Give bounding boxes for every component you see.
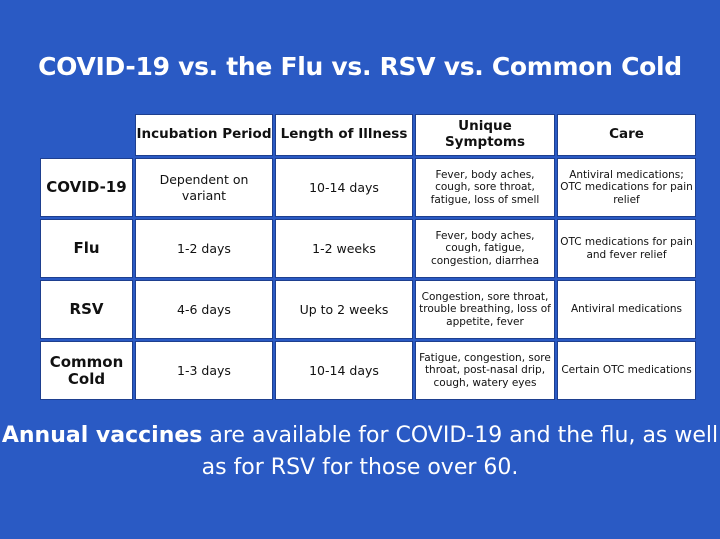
row-label-flu: Flu [40,219,133,278]
comparison-table: Incubation Period Length of Illness Uniq… [40,114,696,400]
cell-length: 10-14 days [275,341,413,400]
cell-incubation: 1-2 days [135,219,273,278]
cell-length: Up to 2 weeks [275,280,413,339]
row-label-common-cold: Common Cold [40,341,133,400]
header-care: Care [557,114,696,156]
cell-care: OTC medications for pain and fever relie… [557,219,696,278]
cell-symptoms: Fever, body aches, cough, fatigue, conge… [415,219,555,278]
cell-symptoms: Fatigue, congestion, sore throat, post-n… [415,341,555,400]
page-title: COVID-19 vs. the Flu vs. RSV vs. Common … [38,52,682,81]
cell-symptoms: Congestion, sore throat, trouble breathi… [415,280,555,339]
cell-care: Antiviral medications; OTC medications f… [557,158,696,217]
cell-incubation: Dependent on variant [135,158,273,217]
header-symptoms: Unique Symptoms [415,114,555,156]
cell-incubation: 4-6 days [135,280,273,339]
vaccine-note-text: are available for COVID-19 and the flu, … [201,423,719,480]
cell-length: 10-14 days [275,158,413,217]
row-label-covid: COVID-19 [40,158,133,217]
header-incubation: Incubation Period [135,114,273,156]
vaccine-note-bold: Annual vaccines [1,423,203,448]
cell-care: Certain OTC medications [557,341,696,400]
cell-incubation: 1-3 days [135,341,273,400]
cell-length: 1-2 weeks [275,219,413,278]
cell-symptoms: Fever, body aches, cough, sore throat, f… [415,158,555,217]
row-label-rsv: RSV [40,280,133,339]
cell-care: Antiviral medications [557,280,696,339]
table-corner [41,115,132,155]
header-length: Length of Illness [275,114,413,156]
vaccine-note: Annual vaccines are available for COVID-… [0,420,720,484]
